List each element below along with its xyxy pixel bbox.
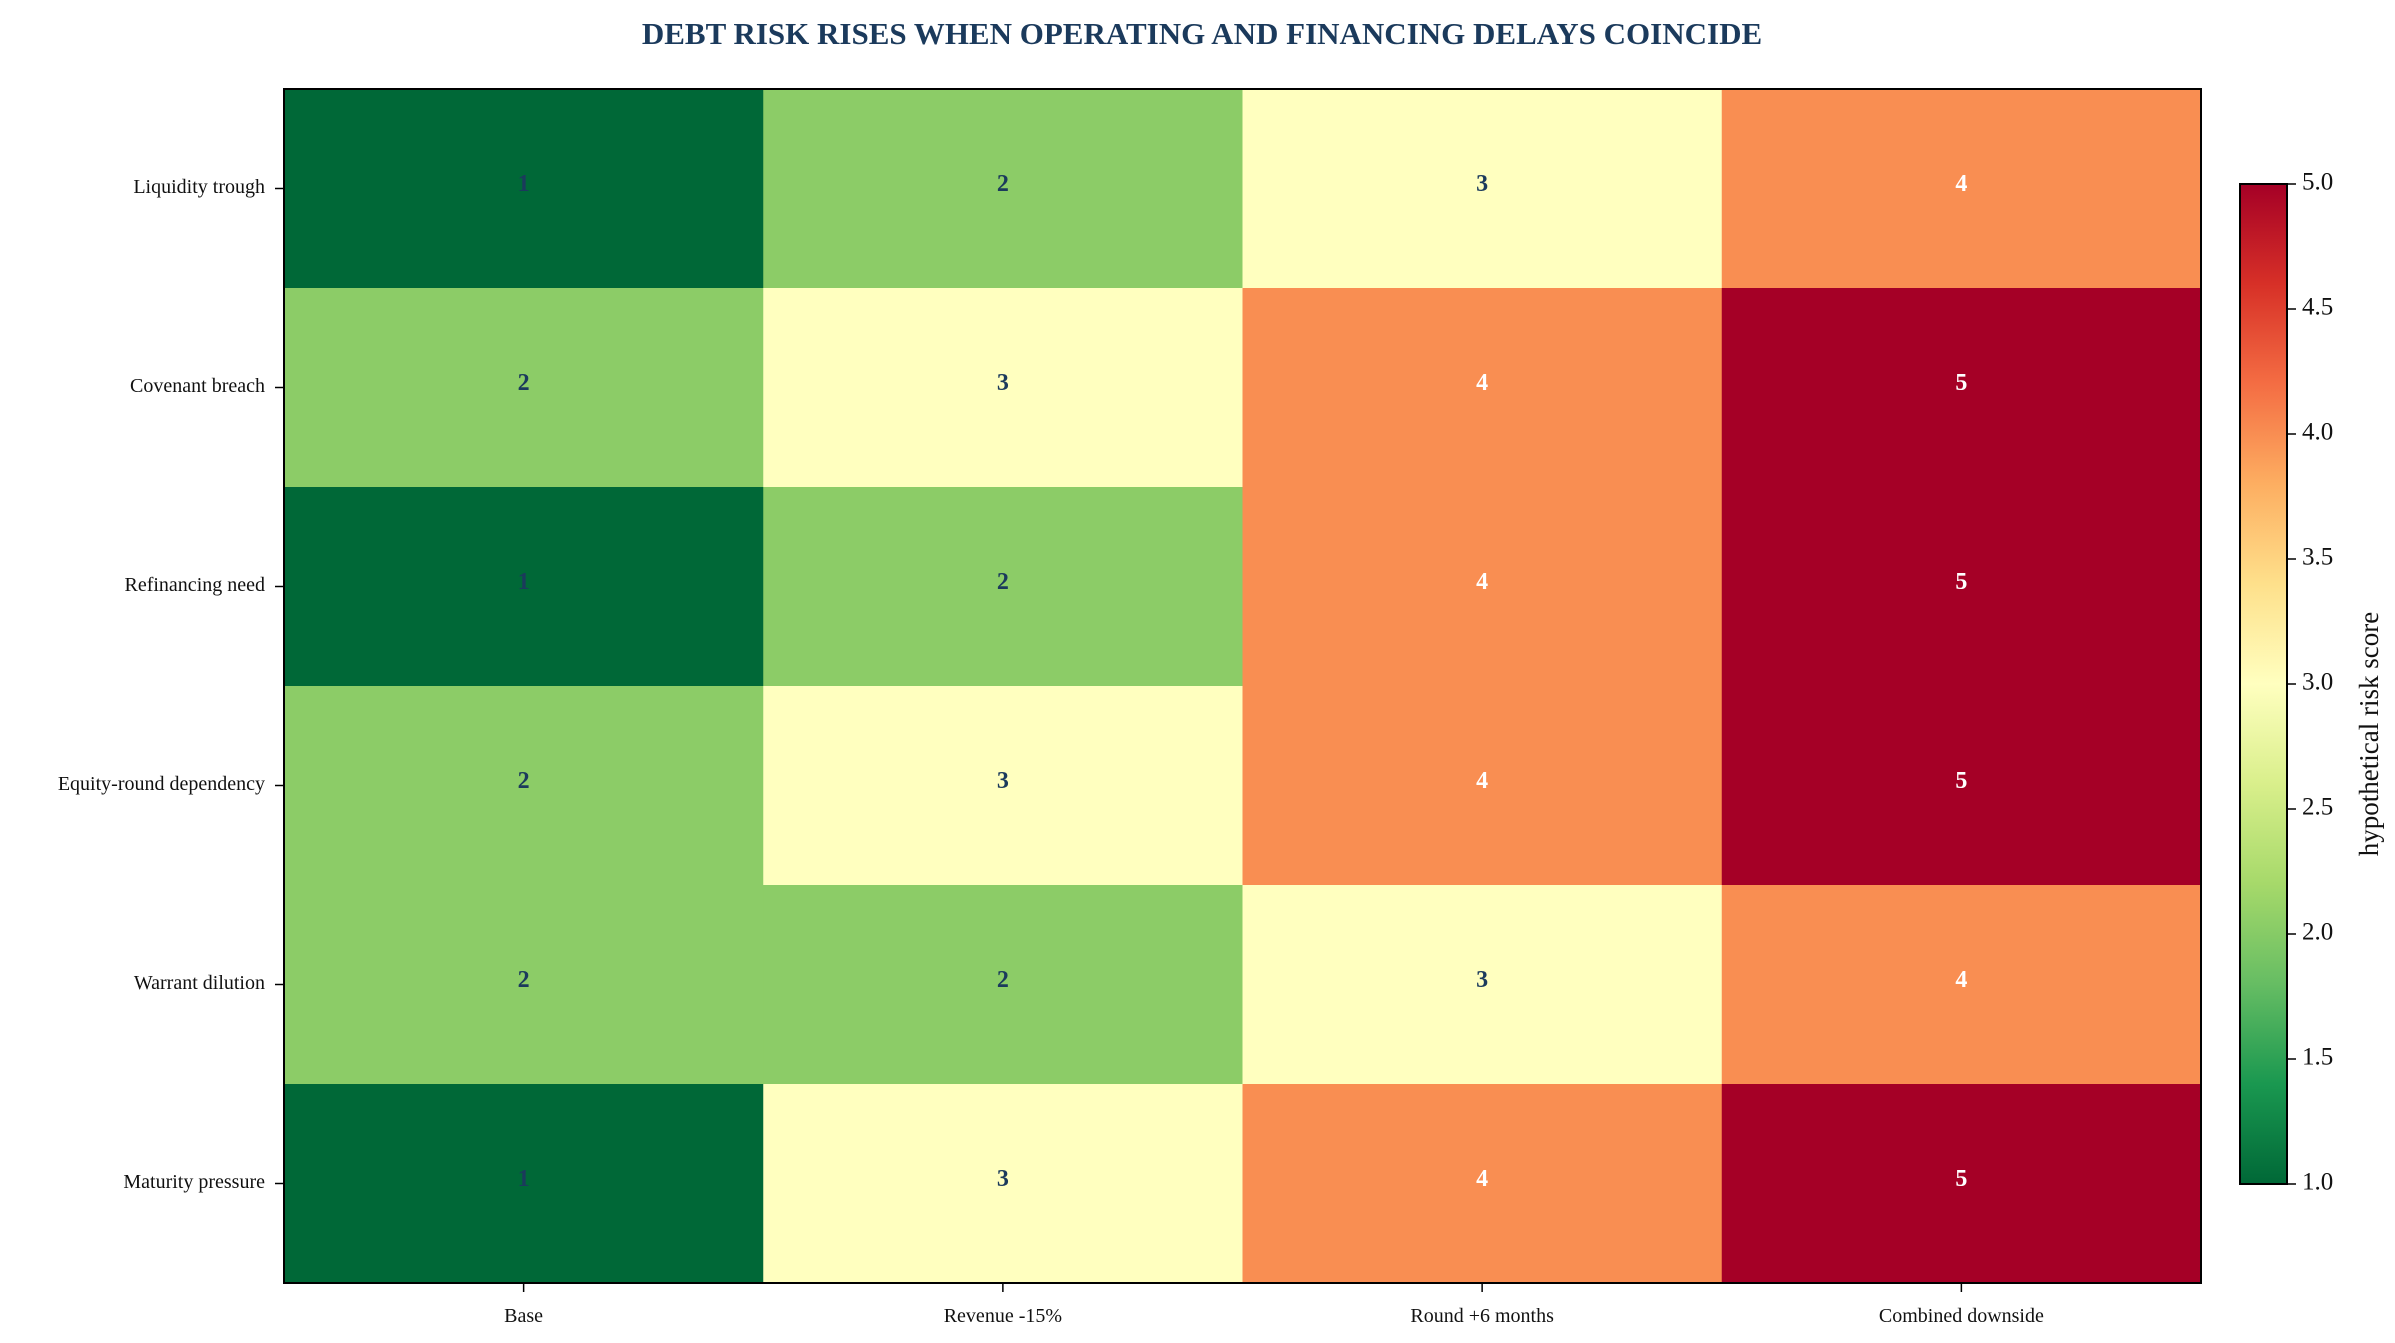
colorbar-tick-label: 2.5 bbox=[2302, 794, 2333, 821]
heatmap-cell bbox=[1242, 487, 1723, 687]
row-label: Liquidity trough bbox=[133, 176, 265, 198]
cell-value-label: 4 bbox=[1476, 768, 1488, 794]
column-label: Round +6 months bbox=[1410, 1305, 1554, 1327]
cell-value-label: 5 bbox=[1955, 768, 1967, 794]
colorbar-tick-label: 1.0 bbox=[2302, 1169, 2333, 1196]
cell-value-label: 3 bbox=[997, 370, 1009, 396]
cell-value-label: 1 bbox=[518, 569, 530, 595]
row-label: Equity-round dependency bbox=[58, 773, 265, 795]
heatmap-cell bbox=[1721, 1084, 2202, 1284]
row-label: Covenant breach bbox=[130, 375, 265, 397]
heatmap-cell bbox=[1242, 885, 1723, 1085]
cell-value-label: 4 bbox=[1476, 370, 1488, 396]
column-label: Combined downside bbox=[1879, 1305, 2044, 1327]
cell-value-label: 3 bbox=[1476, 171, 1488, 197]
heatmap-cell bbox=[1721, 686, 2202, 886]
cell-value-label: 2 bbox=[997, 967, 1009, 993]
cell-value-label: 5 bbox=[1955, 370, 1967, 396]
heatmap-cell bbox=[284, 487, 764, 687]
heatmap-cell bbox=[763, 89, 1243, 289]
column-label: Revenue -15% bbox=[944, 1305, 1062, 1327]
heatmap-cell bbox=[763, 885, 1243, 1085]
heatmap-cell bbox=[1721, 487, 2202, 687]
plot-frame bbox=[283, 88, 2202, 1284]
row-label: Maturity pressure bbox=[123, 1171, 265, 1193]
colorbar-tick-label: 5.0 bbox=[2302, 169, 2333, 196]
cell-value-label: 3 bbox=[1476, 967, 1488, 993]
cell-value-label: 2 bbox=[518, 370, 530, 396]
cell-value-label: 2 bbox=[518, 967, 530, 993]
heatmap-cell bbox=[1242, 686, 1723, 886]
cell-value-label: 4 bbox=[1955, 171, 1967, 197]
heatmap-cell bbox=[1721, 288, 2202, 488]
heatmap-cell bbox=[284, 1084, 764, 1284]
cell-value-label: 4 bbox=[1955, 967, 1967, 993]
heatmap-cell bbox=[763, 1084, 1243, 1284]
cell-value-label: 1 bbox=[518, 1166, 530, 1192]
row-label: Refinancing need bbox=[125, 574, 266, 596]
colorbar bbox=[2239, 183, 2288, 1185]
cell-value-label: 3 bbox=[997, 768, 1009, 794]
cell-value-label: 4 bbox=[1476, 569, 1488, 595]
heatmap-cell bbox=[763, 288, 1243, 488]
colorbar-tick-label: 3.0 bbox=[2302, 669, 2333, 696]
cell-value-label: 5 bbox=[1955, 1166, 1967, 1192]
cell-value-label: 2 bbox=[518, 768, 530, 794]
cell-value-label: 5 bbox=[1955, 569, 1967, 595]
heatmap-cell bbox=[284, 89, 764, 289]
heatmap-cell bbox=[763, 487, 1243, 687]
heatmap-cell bbox=[1242, 288, 1723, 488]
row-label: Warrant dilution bbox=[134, 972, 265, 994]
colorbar-tick-label: 1.5 bbox=[2302, 1044, 2333, 1071]
heatmap-cell bbox=[763, 686, 1243, 886]
chart-title: DEBT RISK RISES WHEN OPERATING AND FINAN… bbox=[642, 16, 1762, 51]
heatmap-cell bbox=[284, 885, 764, 1085]
cell-value-label: 4 bbox=[1476, 1166, 1488, 1192]
heatmap-cell bbox=[1721, 885, 2202, 1085]
colorbar-tick-label: 3.5 bbox=[2302, 544, 2333, 571]
colorbar-tick-label: 4.0 bbox=[2302, 419, 2333, 446]
cell-value-label: 2 bbox=[997, 569, 1009, 595]
colorbar-tick-label: 4.5 bbox=[2302, 294, 2333, 321]
heatmap-cell bbox=[1242, 1084, 1723, 1284]
heatmap-cell bbox=[284, 288, 764, 488]
colorbar-tick-label: 2.0 bbox=[2302, 919, 2333, 946]
cell-value-label: 2 bbox=[997, 171, 1009, 197]
heatmap-cell bbox=[1721, 89, 2202, 289]
cell-value-label: 1 bbox=[518, 171, 530, 197]
column-label: Base bbox=[504, 1305, 543, 1327]
heatmap-cell bbox=[1242, 89, 1723, 289]
heatmap-cell bbox=[284, 686, 764, 886]
colorbar-label: hypothetical risk score bbox=[2354, 612, 2384, 856]
cell-value-label: 3 bbox=[997, 1166, 1009, 1192]
